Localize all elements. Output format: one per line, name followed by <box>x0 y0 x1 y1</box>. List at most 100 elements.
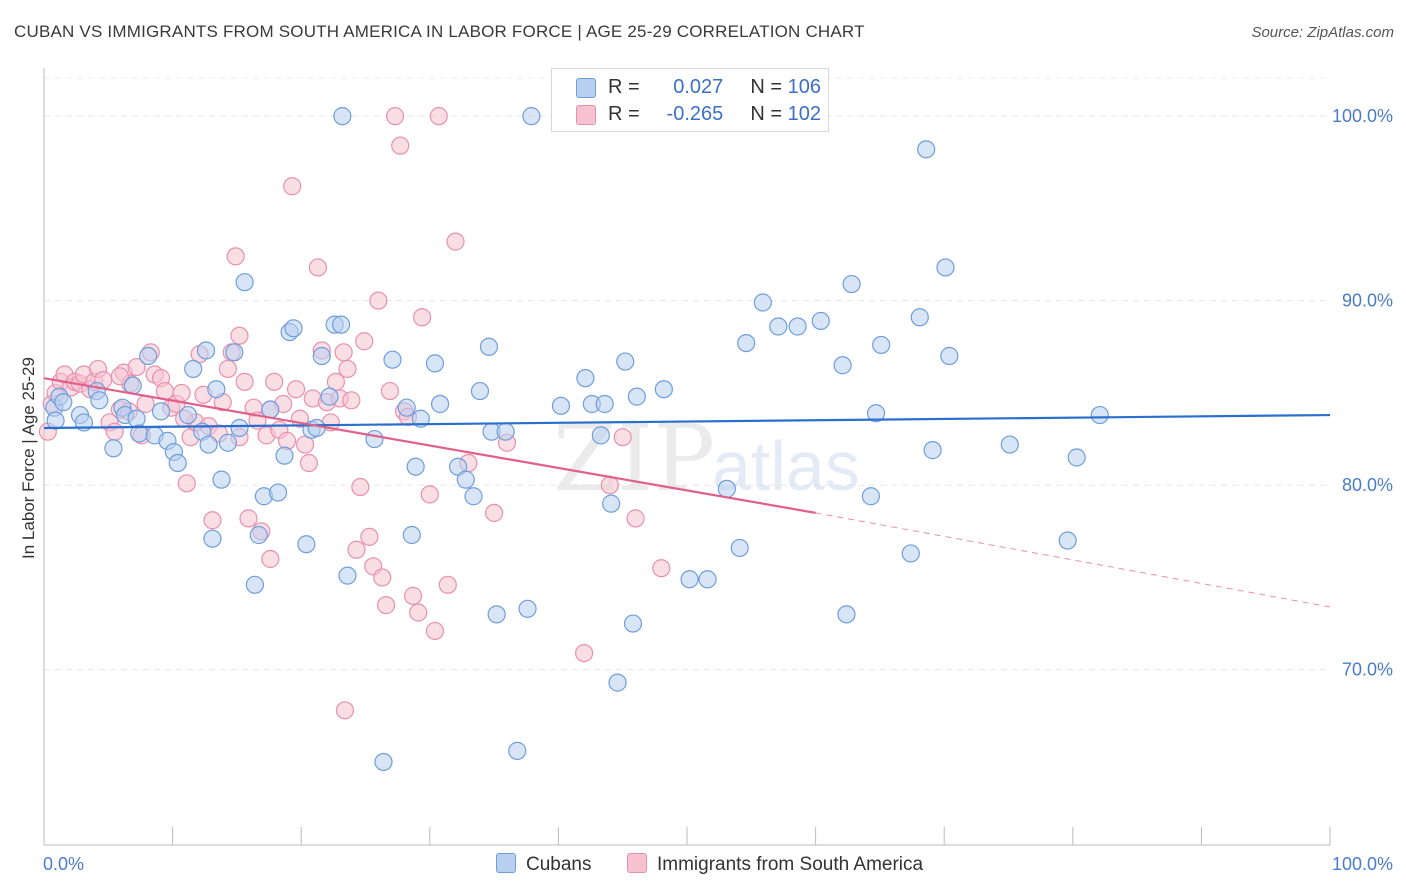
legend-swatch-cubans <box>576 78 596 98</box>
cubans-point-35 <box>261 400 280 419</box>
cubans-point-51 <box>383 350 402 369</box>
immigrants-point-77 <box>391 136 410 155</box>
immigrants-point-14 <box>105 422 124 441</box>
immigrants-point-84 <box>425 621 445 641</box>
cubans-point-14 <box>139 346 158 366</box>
immigrants-point-98 <box>261 549 280 569</box>
cubans-point-50 <box>374 752 393 772</box>
cubans-point-56 <box>425 354 445 373</box>
cubans-point-52 <box>397 398 416 417</box>
x-tick-label-1: 100.0% <box>1332 854 1393 874</box>
cubans-point-105 <box>1090 405 1109 425</box>
immigrants-point-86 <box>438 575 457 594</box>
bottom-legend-swatch-immigrants <box>627 853 647 873</box>
legend-cubans-r-value: 0.027 <box>673 76 724 98</box>
immigrants-point-53 <box>286 380 306 399</box>
cubans-point-25 <box>203 529 222 548</box>
cubans-point-104 <box>1067 448 1086 467</box>
cubans-point-59 <box>456 470 475 489</box>
cubans-point-37 <box>275 446 294 465</box>
cubans-point-77 <box>623 614 643 633</box>
y-tick-label-1: 90.0% <box>1342 291 1393 311</box>
legend-cubans-n-label: N = <box>750 76 783 98</box>
immigrants-point-83 <box>420 485 439 504</box>
cubans-point-20 <box>178 405 198 425</box>
chart-title: CUBAN VS IMMIGRANTS FROM SOUTH AMERICA I… <box>14 22 865 41</box>
cubans-point-27 <box>212 470 231 489</box>
cubans-point-84 <box>737 333 756 353</box>
immigrants-point-52 <box>283 177 302 196</box>
immigrants-trend-extension <box>815 512 1331 608</box>
legend-cubans-r-label: R = <box>608 76 640 98</box>
cubans-point-98 <box>917 140 936 159</box>
immigrants-point-82 <box>412 308 432 327</box>
immigrants-point-76 <box>385 107 405 126</box>
legend-swatch-immigrants <box>576 105 596 125</box>
cubans-point-62 <box>479 337 499 356</box>
correlation-legend: R = 0.027 N = 106 R = -0.265 N = 102 <box>551 68 829 132</box>
immigrants-point-56 <box>299 453 319 473</box>
immigrants-point-51 <box>277 431 297 450</box>
cubans-point-44 <box>320 387 339 406</box>
immigrants-point-73 <box>373 568 392 587</box>
watermark-atlas: atlas <box>712 427 860 505</box>
cubans-point-3 <box>54 393 73 412</box>
cubans-point-64 <box>487 605 506 624</box>
cubans-point-1 <box>46 411 65 430</box>
cubans-point-61 <box>470 381 490 401</box>
cubans-point-88 <box>788 317 807 336</box>
immigrants-point-100 <box>110 367 129 386</box>
cubans-point-79 <box>654 380 673 399</box>
cubans-point-49 <box>365 429 384 449</box>
y-axis-label: In Labor Force | Age 25-29 <box>19 357 38 559</box>
immigrants-point-72 <box>369 291 388 310</box>
bottom-legend-label-cubans: Cubans <box>526 854 592 875</box>
cubans-point-60 <box>464 487 483 506</box>
cubans-point-23 <box>196 341 216 360</box>
cubans-point-32 <box>245 575 265 594</box>
cubans-point-7 <box>90 391 109 410</box>
immigrants-point-64 <box>334 343 353 362</box>
cubans-point-93 <box>861 487 880 506</box>
cubans-point-100 <box>936 258 955 277</box>
cubans-point-97 <box>910 308 929 327</box>
cubans-point-33 <box>249 525 268 545</box>
legend-cubans-n-value: 106 <box>787 76 821 98</box>
immigrants-point-68 <box>351 477 370 497</box>
legend-immigrants-r-value: -0.265 <box>666 103 724 125</box>
immigrants-point-39 <box>226 247 245 266</box>
axes <box>43 68 1331 846</box>
cubans-point-29 <box>225 343 244 362</box>
y-tick-labels: 100.0% 90.0% 80.0% 70.0% <box>1332 106 1393 680</box>
cubans-point-28 <box>218 433 237 452</box>
cubans-point-43 <box>312 346 331 366</box>
immigrants-point-74 <box>376 596 396 615</box>
cubans-point-68 <box>522 107 541 126</box>
immigrants-point-41 <box>235 372 254 391</box>
cubans-point-94 <box>866 404 886 423</box>
immigrants-point-67 <box>347 540 366 559</box>
bottom-legend-cubans: Cubans <box>496 853 592 876</box>
y-tick-label-2: 80.0% <box>1342 475 1393 495</box>
immigrants-point-65 <box>338 359 357 379</box>
immigrants-point-34 <box>203 511 222 530</box>
immigrants-point-27 <box>172 383 191 403</box>
cubans-point-31 <box>235 273 254 292</box>
cubans-point-21 <box>184 359 203 379</box>
x-tick-labels: 0.0% 100.0% <box>43 854 1393 874</box>
cubans-point-66 <box>508 741 527 760</box>
cubans-point-16 <box>151 402 171 421</box>
cubans-point-82 <box>717 479 736 498</box>
immigrants-point-69 <box>355 332 374 351</box>
trend-lines <box>43 377 1331 608</box>
cubans-point-81 <box>698 570 717 589</box>
cubans-point-24 <box>199 435 218 454</box>
cubans-point-26 <box>207 380 226 399</box>
cubans-point-8 <box>104 439 123 458</box>
cubans-point-53 <box>402 525 421 545</box>
cubans-point-89 <box>811 311 830 331</box>
cubans-trend-line <box>43 413 1331 430</box>
bottom-legend-swatch-cubans <box>496 853 516 873</box>
y-tick-label-3: 70.0% <box>1342 660 1393 680</box>
